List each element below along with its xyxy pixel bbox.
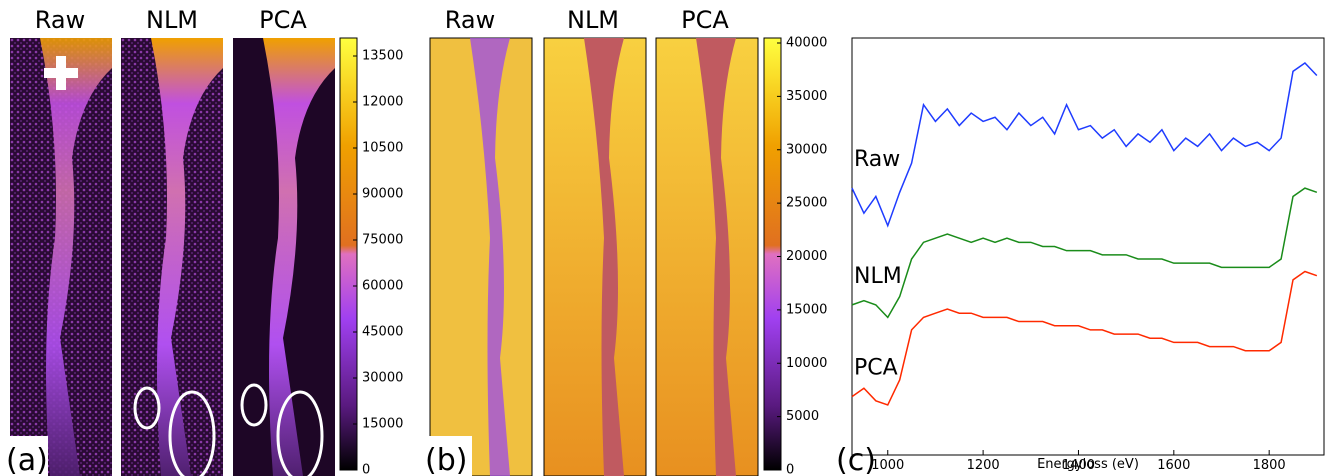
image-nlm — [121, 38, 223, 476]
image-pca — [655, 37, 759, 476]
x-tick-label: 1600 — [1157, 458, 1190, 473]
colorbar-label: 25000 — [786, 196, 827, 211]
colorbar-label: 45000 — [362, 325, 403, 340]
colorbar-label: 90000 — [362, 187, 403, 202]
colorbar-label: 12000 — [362, 95, 403, 110]
x-tick-label: 1200 — [967, 458, 1000, 473]
colorbar-label: 35000 — [786, 89, 827, 104]
image-title: NLM — [567, 6, 619, 34]
image-nlm — [543, 37, 647, 476]
series-label: NLM — [854, 264, 902, 289]
image-raw — [10, 38, 112, 476]
colorbar-label: 13500 — [362, 49, 403, 64]
image-title: Raw — [445, 6, 495, 34]
x-tick-label: 1800 — [1253, 458, 1286, 473]
colorbar-label: 0 — [786, 463, 794, 476]
image-title: Raw — [35, 6, 85, 34]
colorbar-label: 15000 — [362, 417, 403, 432]
colorbar-label: 15000 — [786, 302, 827, 317]
colorbar-label: 30000 — [786, 142, 827, 157]
x-tick-label: 1000 — [871, 458, 904, 473]
panel-label: (b) — [425, 443, 467, 476]
x-axis-label: Energyloss (eV) — [1037, 457, 1139, 472]
colorbar-label: 20000 — [786, 249, 827, 264]
colorbar-label: 75000 — [362, 233, 403, 248]
plot-frame — [851, 37, 1325, 456]
series-line — [851, 270, 1318, 406]
series-label: Raw — [854, 147, 900, 172]
colorbar-label: 60000 — [362, 279, 403, 294]
series-label: PCA — [854, 356, 898, 381]
panel-b-images — [429, 37, 782, 476]
colorbar-label: 40000 — [786, 36, 827, 51]
image-title: PCA — [259, 6, 307, 34]
panel-a-images — [10, 37, 358, 476]
colorbar-label: 5000 — [786, 409, 819, 424]
panel-label: (c) — [836, 443, 876, 476]
image-pca — [233, 38, 335, 476]
image-title: PCA — [681, 6, 729, 34]
panel-label: (a) — [6, 443, 48, 476]
series-line — [851, 62, 1318, 228]
colorbar-label: 10500 — [362, 141, 403, 156]
colorbar-label: 30000 — [362, 371, 403, 386]
x-tick-label: 1400 — [1062, 458, 1095, 473]
image-raw — [429, 37, 533, 476]
colorbar-label: 10000 — [786, 356, 827, 371]
image-title: NLM — [146, 6, 198, 34]
series-line — [851, 187, 1318, 319]
colorbar-label: 0 — [362, 463, 370, 476]
